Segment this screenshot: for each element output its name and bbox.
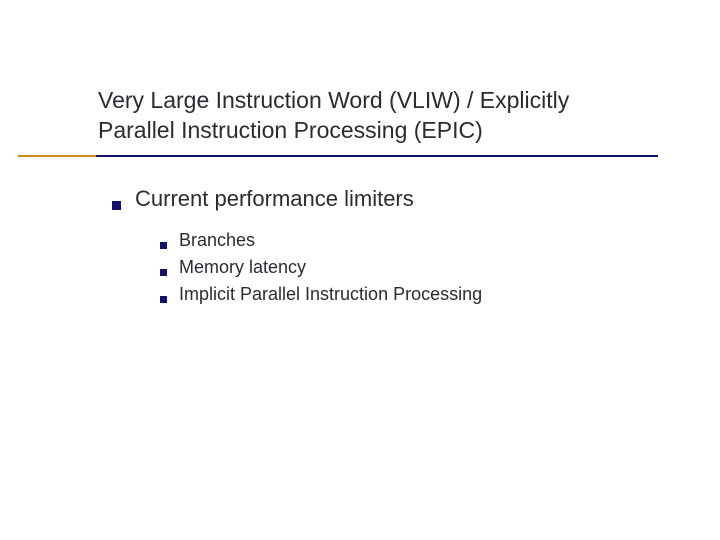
bullet-level2: Memory latency: [160, 257, 652, 278]
bullet-level2: Implicit Parallel Instruction Processing: [160, 284, 652, 305]
bullet-level2-text: Branches: [179, 230, 255, 251]
bullet-level1: Current performance limiters: [112, 186, 652, 212]
title-line-2: Parallel Instruction Processing (EPIC): [98, 116, 658, 146]
square-bullet-icon: [112, 201, 121, 210]
square-bullet-icon: [160, 296, 167, 303]
underline-accent: [18, 155, 96, 157]
square-bullet-icon: [160, 269, 167, 276]
title-line-1: Very Large Instruction Word (VLIW) / Exp…: [98, 86, 658, 116]
underline-rest: [96, 155, 658, 157]
slide-title: Very Large Instruction Word (VLIW) / Exp…: [98, 86, 658, 146]
bullet-level2-text: Implicit Parallel Instruction Processing: [179, 284, 482, 305]
bullet-level2: Branches: [160, 230, 652, 251]
bullet-level2-group: Branches Memory latency Implicit Paralle…: [160, 230, 652, 305]
bullet-level1-text: Current performance limiters: [135, 186, 414, 212]
bullet-level2-text: Memory latency: [179, 257, 306, 278]
slide-body: Current performance limiters Branches Me…: [112, 186, 652, 311]
slide: Very Large Instruction Word (VLIW) / Exp…: [0, 0, 720, 540]
title-underline: [18, 155, 658, 157]
square-bullet-icon: [160, 242, 167, 249]
